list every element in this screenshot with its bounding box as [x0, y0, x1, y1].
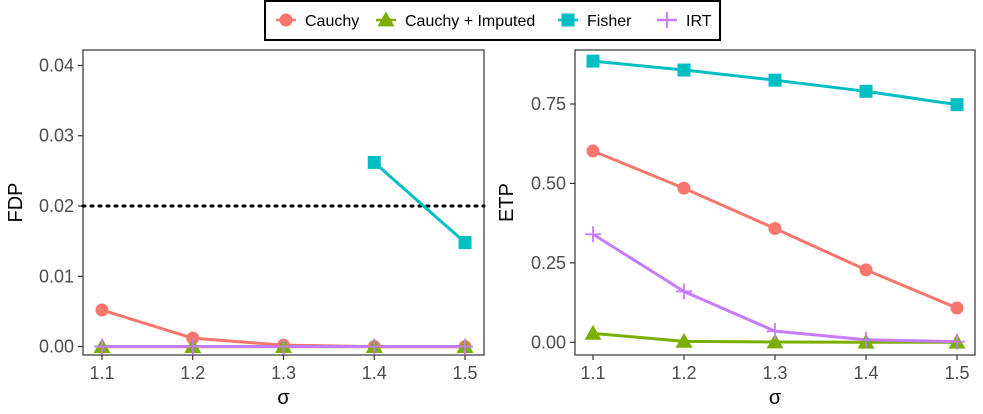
legend-square-icon — [561, 13, 575, 27]
fdp-irt-point — [275, 338, 292, 355]
fdp-irt-point — [94, 338, 110, 355]
etp-fisher-point — [768, 73, 782, 87]
fdp-irt-point — [184, 338, 201, 355]
fdp-y-tick-label: 0.02 — [39, 196, 74, 216]
fdp-x-tick-label: 1.3 — [271, 363, 296, 383]
legend: Cauchy Cauchy + Imputed Fisher IRT — [264, 0, 721, 41]
etp-y-tick-label: 0.50 — [531, 173, 566, 193]
fdp-y-tick-label: 0.00 — [39, 337, 74, 357]
legend-label: Cauchy + Imputed — [405, 13, 535, 30]
fdp-x-tick-label: 1.4 — [362, 363, 387, 383]
etp-fisher-point — [677, 63, 691, 77]
etp-irt-point — [858, 331, 874, 348]
etp-cauchy-point — [950, 301, 964, 315]
fdp-y-tick-label: 0.04 — [39, 55, 74, 75]
etp-cauchy-imputed-point — [584, 324, 602, 340]
fdp-x-tick-label: 1.5 — [452, 363, 477, 383]
etp-y-tick-label: 0.75 — [531, 94, 566, 114]
etp-x-tick-label: 1.2 — [671, 363, 696, 383]
etp-irt-point — [585, 226, 601, 243]
fdp-fisher-point — [367, 155, 381, 169]
legend-item-irt: IRT — [657, 12, 712, 30]
fdp-irt-point — [366, 338, 383, 355]
legend-label: Fisher — [587, 13, 632, 30]
etp-irt-point — [676, 283, 692, 300]
etp-irt-point — [949, 333, 965, 350]
legend-circle-icon — [279, 13, 293, 27]
etp-x-tick-label: 1.3 — [762, 363, 787, 383]
fdp-panel-border — [82, 49, 485, 356]
fdp-fisher-line — [373, 161, 466, 244]
etp-panel-border — [574, 49, 976, 356]
etp-fisher-point — [950, 98, 964, 112]
etp-fisher-point — [859, 84, 873, 98]
legend-triangle-icon — [377, 11, 395, 27]
legend-plus-icon — [659, 12, 675, 28]
fdp-x-axis-title: σ — [277, 387, 290, 409]
legend-label: IRT — [686, 13, 712, 30]
legend-item-cauchy-imputed: Cauchy + Imputed — [376, 11, 535, 30]
legend-item-cauchy: Cauchy — [276, 13, 359, 30]
etp-y-tick-label: 0.00 — [531, 332, 566, 352]
fdp-x-tick-label: 1.1 — [89, 363, 114, 383]
fdp-fisher-point — [458, 236, 472, 250]
fdp-y-tick-label: 0.01 — [39, 266, 74, 286]
etp-y-axis-title: ETP — [496, 183, 518, 222]
etp-cauchy-imputed-point — [675, 332, 693, 348]
fdp-irt-point — [457, 338, 473, 355]
etp-panel: 0.00 0.25 0.50 0.75 1.1 1.2 1.3 1.4 1.5 σ ETP — [496, 49, 976, 409]
etp-irt-point — [767, 323, 783, 340]
etp-y-tick-label: 0.25 — [531, 253, 566, 273]
fdp-panel: 0.00 0.01 0.02 0.03 0.04 1.1 1.2 1.3 1.4 1.5 σ FDP — [5, 49, 486, 409]
fdp-y-tick-label: 0.03 — [39, 126, 74, 146]
etp-fisher-point — [586, 54, 600, 68]
etp-x-tick-label: 1.4 — [853, 363, 878, 383]
fdp-x-tick-label: 1.2 — [180, 363, 205, 383]
etp-x-tick-label: 1.5 — [944, 363, 969, 383]
etp-x-tick-label: 1.1 — [580, 363, 605, 383]
etp-cauchy-point — [677, 181, 691, 195]
legend-box — [264, 0, 721, 41]
etp-cauchy-point — [859, 263, 873, 277]
etp-cauchy-imputed-point — [766, 333, 784, 349]
etp-cauchy-point — [586, 144, 600, 158]
etp-x-axis-title: σ — [769, 387, 782, 409]
legend-item-fisher: Fisher — [558, 13, 632, 30]
etp-cauchy-point — [768, 222, 782, 236]
fdp-cauchy-point — [95, 303, 109, 317]
fdp-y-axis-title: FDP — [5, 183, 27, 223]
legend-label: Cauchy — [305, 13, 359, 30]
